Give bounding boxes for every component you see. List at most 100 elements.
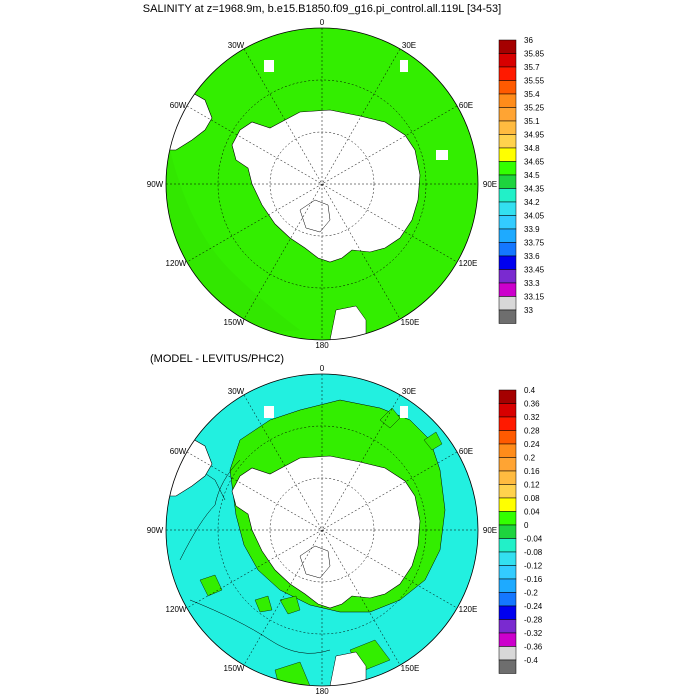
colorbar-label: 34.2	[524, 198, 540, 207]
colorbar-swatch	[498, 174, 517, 189]
colorbar-swatch	[498, 269, 517, 284]
colorbar-swatch	[498, 646, 517, 661]
colorbar-label: -0.4	[524, 656, 538, 665]
colorbar-label: 34.35	[524, 185, 545, 194]
colorbar-swatch	[498, 255, 517, 270]
colorbar-swatch	[498, 470, 517, 485]
lon-label-30w: 30W	[228, 41, 245, 50]
colorbar-label: 0.24	[524, 440, 540, 449]
colorbar-label: -0.12	[524, 562, 543, 571]
colorbar-swatch	[498, 188, 517, 203]
colorbar-label: 0.04	[524, 508, 540, 517]
lon-label-60w: 60W	[170, 101, 187, 110]
colorbar-swatch	[498, 107, 517, 122]
colorbar-swatch	[498, 457, 517, 472]
colorbar-swatch	[498, 592, 517, 607]
colorbar-swatch	[498, 161, 517, 176]
colorbar-swatch	[498, 511, 517, 526]
colorbar-swatch	[498, 484, 517, 499]
colorbar-swatch	[498, 416, 517, 431]
lon-label-120e: 120E	[459, 605, 478, 614]
colorbar-swatch	[498, 538, 517, 553]
colorbar-label: -0.2	[524, 589, 538, 598]
colorbar-label: 0.28	[524, 427, 540, 436]
lon-label-30e: 30E	[402, 41, 416, 50]
colorbar-swatch	[498, 443, 517, 458]
colorbar-swatch	[498, 215, 517, 230]
colorbar-swatch	[498, 93, 517, 108]
colorbar-swatch	[498, 39, 517, 54]
colorbar-label: 0.36	[524, 400, 540, 409]
colorbar-label: 33.15	[524, 293, 545, 302]
colorbar-swatch	[498, 565, 517, 580]
colorbar-label: 0.12	[524, 481, 540, 490]
colorbar-label: 36	[524, 36, 533, 45]
colorbar-swatch	[498, 147, 517, 162]
colorbar-swatch	[498, 497, 517, 512]
colorbar-swatch	[498, 632, 517, 647]
polar-map: 0 30E 60E 90E 120E 150E 180 150W 120W 90…	[147, 364, 497, 696]
colorbar-swatch	[498, 120, 517, 135]
colorbar-label: -0.36	[524, 643, 543, 652]
colorbar-label: 34.8	[524, 144, 540, 153]
lon-label-60e: 60E	[459, 447, 473, 456]
colorbar-swatch	[498, 389, 517, 404]
lon-label-180: 180	[315, 341, 329, 350]
lon-label-0: 0	[320, 364, 325, 373]
lon-label-60w: 60W	[170, 447, 187, 456]
colorbar-swatch	[498, 296, 517, 311]
colorbar-label: 35.7	[524, 63, 540, 72]
map-outline	[165, 27, 479, 341]
colorbar-swatch	[498, 282, 517, 297]
lon-label-60e: 60E	[459, 101, 473, 110]
lon-label-120w: 120W	[166, 605, 187, 614]
colorbar-label: -0.16	[524, 575, 543, 584]
colorbar: 0.4 0.36 0.32 0.28 0.24 0.2 0.16 0.12 0.08 0.04 0 -…	[498, 386, 543, 674]
colorbar-label: 0.2	[524, 454, 536, 463]
colorbar-swatch	[498, 619, 517, 634]
antarctica-land	[231, 455, 421, 609]
colorbar-label: -0.32	[524, 629, 543, 638]
lon-label-90e: 90E	[483, 180, 497, 189]
colorbar-label: 35.1	[524, 117, 540, 126]
colorbar-swatch	[498, 524, 517, 539]
colorbar-label: 35.25	[524, 104, 545, 113]
lon-label-90w: 90W	[147, 526, 164, 535]
difference-panel: (MODEL - LEVITUS/PHC2)	[147, 353, 543, 696]
lon-label-120w: 120W	[166, 259, 187, 268]
colorbar-swatch	[498, 134, 517, 149]
colorbar-label: -0.28	[524, 616, 543, 625]
colorbar-swatch	[498, 605, 517, 620]
colorbar-swatch	[498, 242, 517, 257]
lon-label-150e: 150E	[401, 664, 420, 673]
colorbar-swatch	[498, 659, 517, 674]
colorbar-swatch	[498, 403, 517, 418]
map-outline	[165, 373, 479, 687]
lon-label-90w: 90W	[147, 180, 164, 189]
colorbar-swatch	[498, 430, 517, 445]
lon-label-30e: 30E	[402, 387, 416, 396]
lon-label-150w: 150W	[224, 664, 245, 673]
colorbar-label: 0.08	[524, 494, 540, 503]
colorbar-label: 34.05	[524, 212, 545, 221]
colorbar-label: 33.3	[524, 279, 540, 288]
lon-label-150w: 150W	[224, 318, 245, 327]
colorbar-label: 0.16	[524, 467, 540, 476]
lon-label-120e: 120E	[459, 259, 478, 268]
lon-label-0: 0	[320, 18, 325, 27]
colorbar-swatch	[498, 80, 517, 95]
colorbar-label: -0.08	[524, 548, 543, 557]
colorbar-label: -0.24	[524, 602, 543, 611]
panel-title: (MODEL - LEVITUS/PHC2)	[150, 353, 284, 365]
colorbar-label: 33.45	[524, 266, 545, 275]
colorbar-label: 0	[524, 521, 529, 530]
colorbar-swatch	[498, 578, 517, 593]
colorbar-swatch	[498, 551, 517, 566]
lon-label-90e: 90E	[483, 526, 497, 535]
polar-map: 0 30E 60E 90E 120E 150E 180 150W 120W 90…	[147, 18, 497, 350]
colorbar-label: 0.32	[524, 413, 540, 422]
colorbar-label: 33	[524, 306, 533, 315]
colorbar-swatch	[498, 201, 517, 216]
colorbar-swatch	[498, 66, 517, 81]
colorbar-label: 33.6	[524, 252, 540, 261]
